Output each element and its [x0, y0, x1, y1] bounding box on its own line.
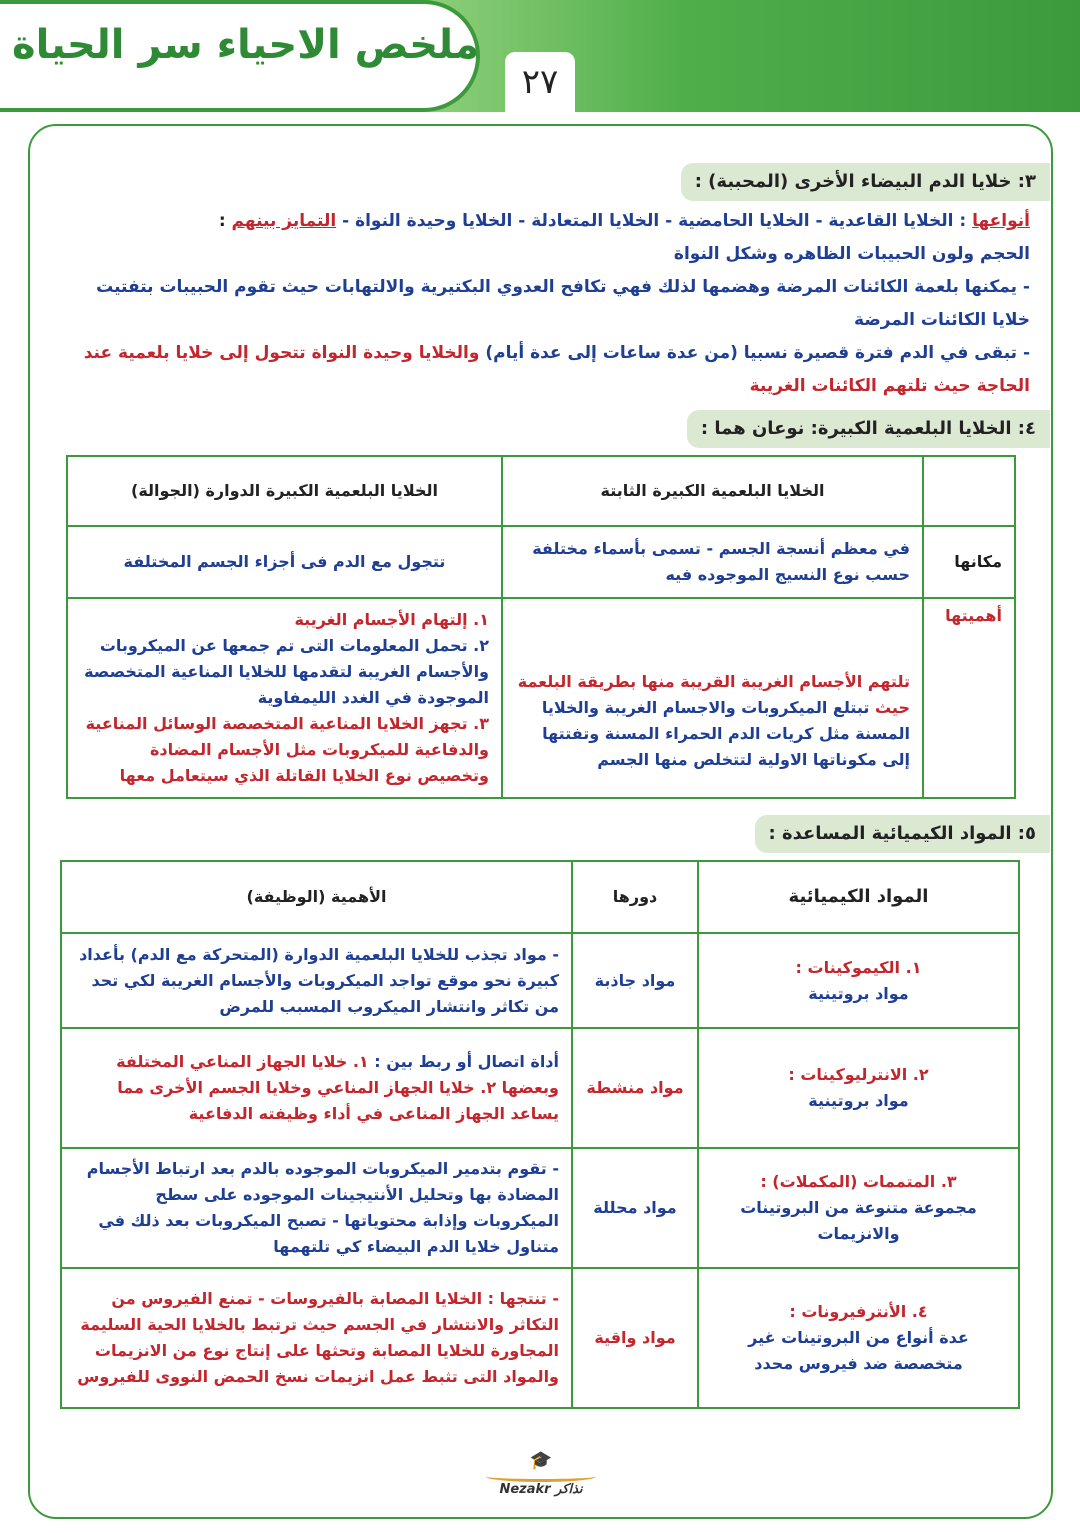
section3-body: أنواعها : الخلايا القاعدية - الخلايا الح… [60, 205, 1030, 403]
section-heading: ٤: الخلايا البلعمية الكبيرة: نوعان هما : [686, 410, 1050, 448]
section-heading: ٣: خلايا الدم البيضاء الأخرى (المحببة) : [680, 163, 1050, 201]
chemicals-table: المواد الكيميائية دورها الأهمية (الوظيفة… [60, 860, 1020, 1409]
table-row: ٢. الانترليوكينات : مواد بروتينية مواد من… [60, 1027, 1020, 1149]
content-frame [28, 124, 1053, 1519]
title-box [0, 0, 480, 112]
table-row: أهميتها تلتهم الأجسام الغريبة القريبة من… [66, 597, 1016, 799]
table-row: ٤. الأنترفيرونات : عدة أنواع من البروتينا… [60, 1267, 1020, 1409]
types-line: أنواعها : الخلايا القاعدية - الخلايا الح… [218, 211, 1030, 231]
table-row: ٣. المتممات (المكملات) : مجموعة متنوعة من… [60, 1147, 1020, 1269]
open-book-icon [486, 1471, 596, 1482]
page-header: ملخص الاحياء سر الحياة ٢٧ [0, 0, 1080, 118]
logo: 🎓 Nezakr نذاكر [486, 1450, 596, 1497]
page-number: ٢٧ [505, 52, 575, 112]
macrophage-table: الخلايا البلعمية الكبيرة الثابتة الخلايا… [66, 455, 1016, 799]
section-heading: ٥: المواد الكيميائية المساعدة : [754, 815, 1050, 853]
table-row: ١. الكيموكينات : مواد بروتينية مواد جاذبة… [60, 932, 1020, 1029]
graduation-cap-icon: 🎓 [529, 1450, 553, 1471]
page-title: ملخص الاحياء سر الحياة [12, 22, 480, 68]
table-row: مكانها في معظم أنسجة الجسم - تسمى بأسماء… [66, 525, 1016, 599]
